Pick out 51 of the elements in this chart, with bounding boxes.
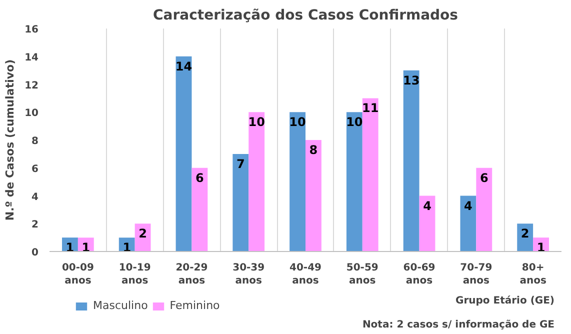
data-label: 10 (346, 115, 363, 130)
y-tick-label: 8 (32, 136, 39, 147)
x-tick-label: 70-79 anos (460, 262, 492, 287)
bar (362, 98, 378, 252)
data-label: 6 (480, 170, 488, 185)
x-tick-label: 00-09 anos (62, 262, 94, 287)
legend-label: Feminino (170, 299, 220, 312)
y-tick-label: 6 (32, 164, 39, 175)
data-label: 10 (248, 115, 265, 130)
y-tick-label: 4 (32, 192, 39, 203)
y-axis-title: N.º de Casos (cumulativo) (4, 59, 17, 221)
data-label: 14 (175, 59, 192, 74)
text: Nota: 2 casos s/ informação de GE (362, 320, 555, 330)
x-axis-title: Grupo Etário (GE) (455, 296, 555, 306)
x-tick-label: 30-39 anos (232, 262, 265, 287)
x-tick-label: 10-19 anos (118, 262, 151, 287)
data-label: 4 (423, 198, 432, 213)
legend-label: Masculino (93, 299, 148, 312)
data-label: 6 (196, 170, 204, 185)
x-tick-label: 20-29 anos (176, 262, 208, 287)
data-label: 7 (236, 156, 245, 171)
data-label: 10 (289, 115, 306, 130)
bar (419, 196, 436, 252)
bar (476, 168, 492, 252)
x-tick-label: 50-59 anos (346, 262, 378, 287)
bar (290, 112, 306, 252)
y-tick-label: 10 (24, 108, 39, 120)
x-tick-label: 60-69 anos (403, 262, 436, 287)
bar (176, 56, 192, 252)
data-label: 8 (309, 143, 318, 157)
bar (346, 112, 362, 252)
y-tick-label: 14 (24, 52, 39, 64)
bar (232, 154, 249, 252)
bar (403, 70, 420, 252)
data-label: 11 (362, 101, 379, 116)
bar (192, 168, 208, 252)
chart-title: Caracterização dos Casos Confirmados (153, 8, 458, 24)
y-tick-label: 12 (24, 80, 39, 92)
bar (306, 140, 322, 252)
bar (248, 112, 265, 252)
y-tick-label: 16 (24, 24, 39, 36)
x-tick-label: 40-49 anos (290, 262, 322, 287)
bar (460, 196, 476, 252)
bar (134, 224, 151, 252)
data-label: 2 (520, 226, 530, 241)
y-tick-label: 0 (32, 248, 39, 258)
y-tick-label: 2 (32, 220, 39, 231)
data-label: 2 (138, 226, 147, 241)
x-tick-label: 80+ anos (520, 262, 546, 287)
data-label: 13 (402, 73, 420, 88)
data-label: 4 (464, 198, 472, 213)
